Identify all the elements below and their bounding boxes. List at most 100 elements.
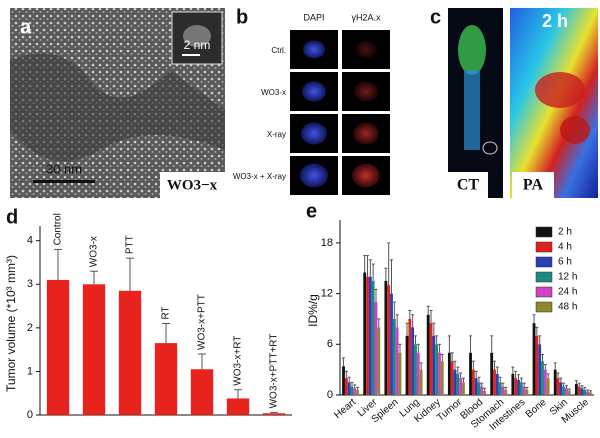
bar [416, 352, 420, 395]
row-label: WO3-x + X-ray [233, 172, 286, 181]
bar [226, 398, 250, 415]
bar-category-label: WO3-x+RT [233, 336, 244, 386]
scale-bar [33, 180, 95, 183]
bar [483, 390, 487, 395]
ct-body [464, 70, 480, 150]
pa-label: PA [523, 177, 544, 194]
legend-swatch [535, 286, 553, 298]
bar [586, 391, 590, 395]
x-tick-label: Heart [332, 397, 358, 421]
bar [525, 389, 529, 395]
ct-marker [482, 141, 498, 155]
bar [514, 378, 518, 395]
bar [504, 389, 508, 395]
legend-label: 6 h [558, 257, 572, 268]
y-tick-label: 0 [27, 409, 33, 421]
legend-label: 48 h [558, 302, 577, 313]
bar-category-label: Control [53, 213, 64, 245]
bar [408, 318, 412, 395]
bar [471, 369, 475, 395]
bar [392, 318, 396, 395]
legend-label: 4 h [558, 242, 572, 253]
bar [567, 390, 571, 395]
y-tick-label: 6 [327, 338, 333, 350]
bar [371, 280, 375, 395]
y-tick-label: 1 [27, 365, 33, 377]
bar [543, 369, 547, 395]
ct-label: CT [457, 177, 480, 194]
bar [574, 384, 578, 395]
bar [474, 378, 478, 395]
panel-label: a [20, 16, 32, 38]
inset-scale-label: 2 nm [184, 38, 211, 52]
bar [447, 352, 451, 395]
x-tick-label: Tumor [435, 396, 464, 423]
bar [559, 382, 563, 395]
bar-category-label: WO3-x [89, 236, 100, 267]
bar [477, 382, 481, 395]
panel-b: b DAPI γH2A.x Ctrl. WO3-x X-ray WO3-x + X-ray [233, 6, 390, 195]
bar [438, 352, 441, 395]
column-label: DAPI [303, 12, 324, 22]
bar [580, 388, 584, 395]
bar [384, 280, 388, 395]
bar [565, 388, 568, 395]
bar [522, 386, 526, 395]
bar [262, 413, 286, 415]
column-label: γH2A.x [351, 12, 381, 22]
bar [426, 314, 430, 395]
nucleus-stain [303, 40, 325, 59]
y-tick-label: 12 [321, 288, 333, 300]
bar [450, 361, 454, 395]
nucleus-stain [300, 163, 328, 188]
panel-label: c [430, 6, 441, 28]
legend-label: 2 h [558, 227, 572, 238]
tem-shade [10, 53, 225, 162]
caption-box [160, 172, 225, 198]
foci-stain [355, 40, 377, 59]
foci-stain [354, 81, 378, 102]
nanoparticle [183, 25, 211, 47]
bar [583, 389, 587, 395]
bar [511, 373, 515, 395]
bar [538, 344, 542, 395]
label-box [512, 172, 554, 198]
bar [347, 382, 351, 395]
nucleus-stain [302, 81, 326, 102]
bar [495, 373, 499, 395]
row-label: WO3-x [261, 88, 286, 97]
scale-label: 30 nm [46, 161, 82, 176]
panel-a: 2 nm 30 nm WO3−x a [10, 8, 225, 198]
legend-label: 24 h [558, 287, 577, 298]
bar [395, 327, 399, 395]
y-tick-label: 0 [327, 389, 333, 401]
bar [190, 369, 214, 415]
nucleus-stain [301, 122, 327, 145]
bar [469, 352, 472, 395]
bar [429, 323, 433, 395]
row-label: Ctrl. [271, 46, 286, 55]
panel-c: 2 h CT PA c [430, 6, 598, 198]
bar [398, 352, 402, 395]
bar [363, 272, 367, 395]
bar [411, 327, 415, 395]
bar [405, 335, 409, 395]
legend-swatch [535, 226, 553, 238]
bar-category-label: PTT [125, 235, 136, 254]
legend-swatch [535, 241, 553, 253]
y-tick-label: 18 [321, 237, 333, 249]
bar [344, 378, 348, 395]
bar [366, 276, 369, 395]
bar [535, 335, 539, 395]
bar [562, 386, 566, 395]
bar [368, 276, 372, 395]
pa-signal [560, 116, 590, 144]
bar [519, 382, 523, 395]
panel-label: b [236, 6, 248, 28]
bar [356, 389, 360, 395]
panel-label: e [306, 200, 317, 222]
y-tick-label: 4 [27, 235, 33, 247]
time-label: 2 h [542, 11, 568, 31]
bar [390, 293, 393, 395]
bar [480, 386, 484, 395]
